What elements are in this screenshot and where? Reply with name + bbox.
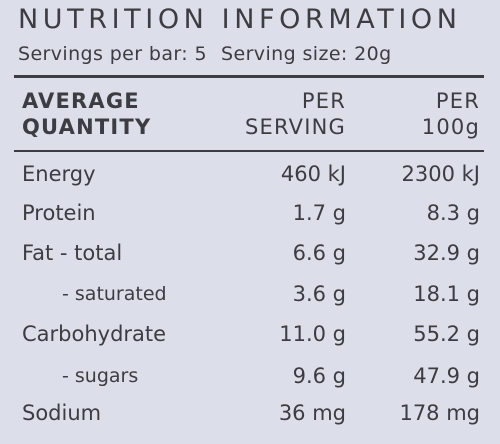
header-per-serving: PER SERVING	[245, 88, 346, 140]
per-100g-value: 47.9 g	[413, 364, 480, 388]
header-serving-line1: PER	[301, 89, 346, 113]
header-quantity-line2: QUANTITY	[22, 115, 152, 139]
table-row-carbohydrate: Carbohydrate 11.0 g 55.2 g	[0, 319, 500, 349]
serving-size: Serving size: 20g	[221, 43, 392, 65]
per-100g-value: 32.9 g	[413, 241, 480, 265]
table-row-protein: Protein 1.7 g 8.3 g	[0, 198, 500, 228]
table-row-sodium: Sodium 36 mg 178 mg	[0, 398, 500, 428]
header-per-100g: PER 100g	[422, 88, 480, 140]
per-serving-value: 9.6 g	[292, 364, 346, 388]
header-quantity-line1: AVERAGE	[22, 89, 140, 113]
servings-line: Servings per bar: 5 Serving size: 20g	[18, 42, 392, 66]
row-label: - saturated	[62, 283, 167, 305]
top-rule	[14, 75, 484, 78]
per-serving-value: 6.6 g	[292, 241, 346, 265]
table-row-saturated: - saturated 3.6 g 18.1 g	[0, 279, 500, 309]
header-average-quantity: AVERAGE QUANTITY	[22, 88, 151, 140]
per-serving-value: 36 mg	[278, 401, 346, 425]
per-serving-value: 1.7 g	[292, 201, 346, 225]
row-label: - sugars	[62, 365, 139, 387]
per-serving-value: 3.6 g	[292, 282, 346, 306]
per-100g-value: 8.3 g	[426, 201, 480, 225]
per-100g-value: 2300 kJ	[401, 162, 480, 186]
per-serving-value: 460 kJ	[280, 162, 346, 186]
per-100g-value: 178 mg	[399, 401, 480, 425]
table-row-sugars: - sugars 9.6 g 47.9 g	[0, 361, 500, 391]
per-serving-value: 11.0 g	[279, 322, 346, 346]
per-100g-value: 18.1 g	[413, 282, 480, 306]
panel-title: NUTRITION INFORMATION	[18, 4, 462, 35]
header-per100-line1: PER	[435, 89, 480, 113]
per-100g-value: 55.2 g	[413, 322, 480, 346]
header-serving-line2: SERVING	[245, 115, 346, 139]
row-label: Carbohydrate	[22, 322, 167, 346]
header-per100-line2: 100g	[421, 115, 480, 139]
row-label: Sodium	[22, 401, 102, 425]
servings-per-bar: Servings per bar: 5	[18, 43, 208, 65]
row-label: Protein	[22, 201, 96, 225]
row-label: Fat - total	[22, 241, 123, 265]
header-rule	[14, 150, 484, 152]
table-row-energy: Energy 460 kJ 2300 kJ	[0, 159, 500, 189]
table-row-fat-total: Fat - total 6.6 g 32.9 g	[0, 238, 500, 268]
row-label: Energy	[22, 162, 96, 186]
